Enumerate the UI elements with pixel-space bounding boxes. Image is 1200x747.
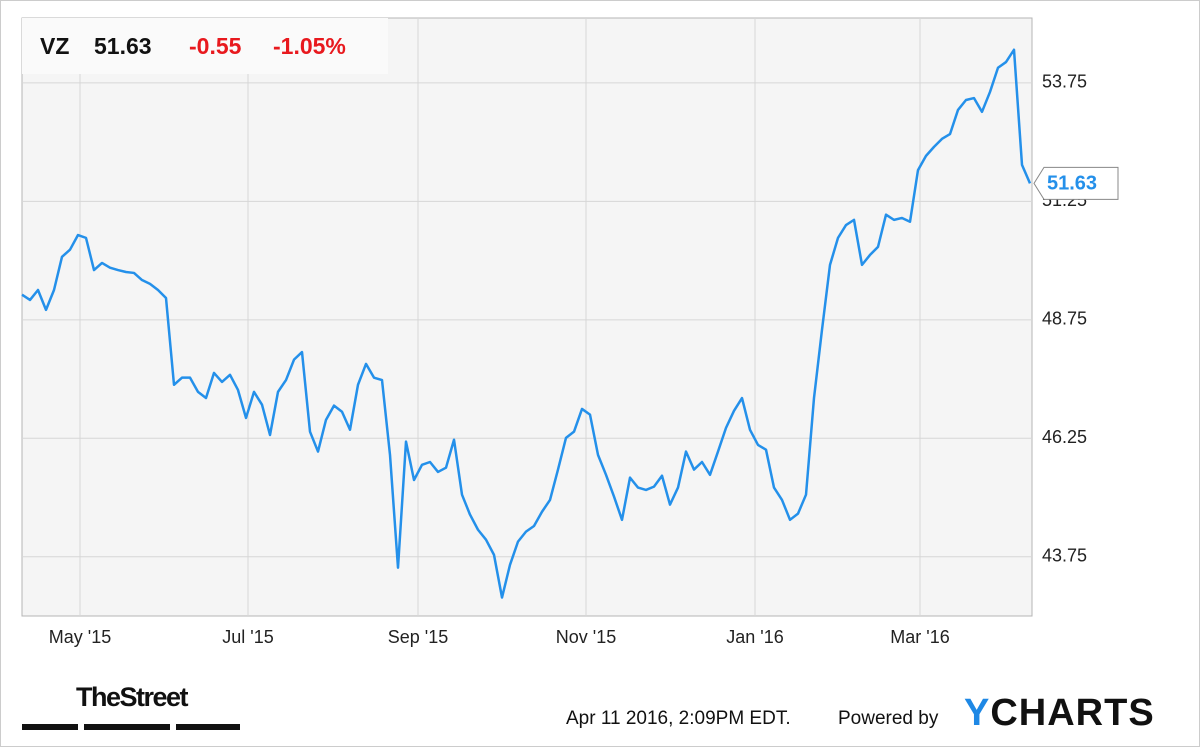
x-tick-label: Mar '16 bbox=[890, 627, 949, 647]
powered-by: Powered by bbox=[838, 708, 939, 729]
plot-area bbox=[21, 17, 1033, 617]
source-logo: TheStreet bbox=[76, 682, 189, 712]
logo-bar bbox=[84, 724, 170, 730]
y-tick-label: 46.25 bbox=[1042, 427, 1087, 447]
last-value-label: 51.63 bbox=[1047, 173, 1097, 195]
logo-bar bbox=[22, 724, 78, 730]
price-line bbox=[21, 48, 1032, 599]
y-tick-label: 48.75 bbox=[1042, 309, 1087, 329]
brand-logo: YCHARTS bbox=[964, 692, 1155, 734]
y-tick-label: 43.75 bbox=[1042, 546, 1087, 566]
y-tick-label: 53.75 bbox=[1042, 72, 1087, 92]
symbol: VZ bbox=[40, 33, 69, 59]
x-tick-label: Nov '15 bbox=[556, 627, 616, 647]
change: -0.55 bbox=[189, 33, 242, 59]
logo-bar bbox=[176, 724, 240, 730]
timestamp: Apr 11 2016, 2:09PM EDT. bbox=[566, 708, 791, 729]
x-tick-label: Jul '15 bbox=[222, 627, 273, 647]
x-tick-label: Sep '15 bbox=[388, 627, 449, 647]
price: 51.63 bbox=[94, 33, 152, 59]
change-pct: -1.05% bbox=[273, 33, 346, 59]
x-tick-label: Jan '16 bbox=[726, 627, 783, 647]
x-tick-label: May '15 bbox=[49, 627, 111, 647]
last-value-flag bbox=[1033, 166, 1119, 200]
header-box bbox=[22, 18, 388, 74]
